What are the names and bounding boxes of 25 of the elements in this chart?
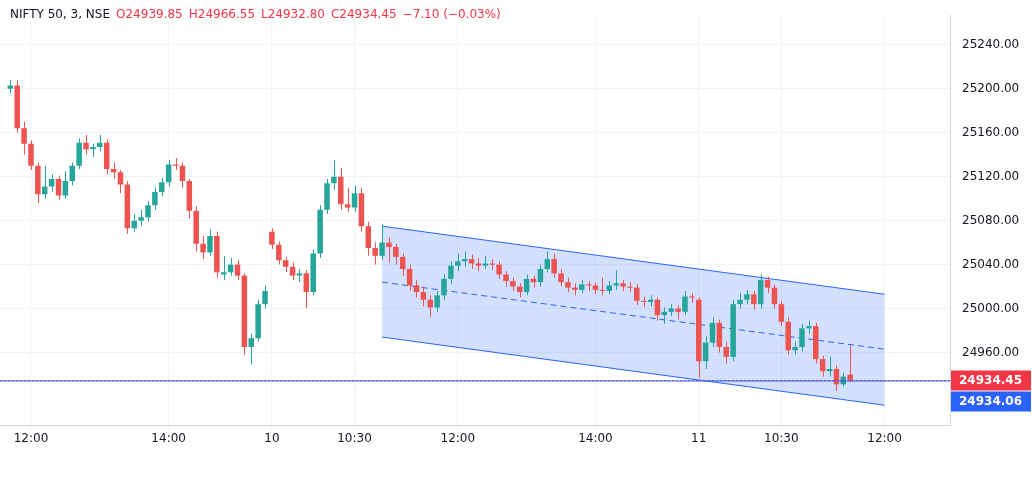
annotation: H24966.55: [188, 7, 256, 21]
annotation: L24932.80: [261, 7, 325, 21]
ref-line-label: 24934.06: [959, 393, 1023, 408]
annotation: O24939.85: [116, 7, 183, 21]
y-tick-label: 25000.00: [962, 300, 1020, 315]
x-tick-label: 14:00: [151, 431, 186, 446]
y-tick-label: 25160.00: [962, 124, 1020, 139]
y-tick-label: 24960.00: [962, 344, 1020, 359]
x-tick-label: 10:30: [337, 431, 372, 446]
y-tick-label: 25240.00: [962, 36, 1020, 51]
x-tick-label: 14:00: [578, 431, 613, 446]
chart-title: NIFTY 50, 3, NSE: [10, 7, 111, 21]
y-tick-label: 25080.00: [962, 212, 1020, 227]
ref-line-label: 24934.45: [959, 372, 1023, 387]
x-tick-label: 11: [691, 431, 707, 446]
annotation: C24934.45: [330, 7, 397, 21]
x-tick-label: 10: [264, 431, 280, 446]
y-tick-label: 25200.00: [962, 80, 1020, 95]
x-tick-label: 12:00: [867, 431, 902, 446]
x-tick-label: 10:30: [764, 431, 799, 446]
y-tick-label: 25120.00: [962, 168, 1020, 183]
x-tick-label: 12:00: [440, 431, 476, 446]
x-tick-label: 12:00: [13, 431, 49, 446]
y-tick-label: 25040.00: [962, 256, 1020, 271]
annotation: −7.10 (−0.03%): [402, 7, 501, 21]
